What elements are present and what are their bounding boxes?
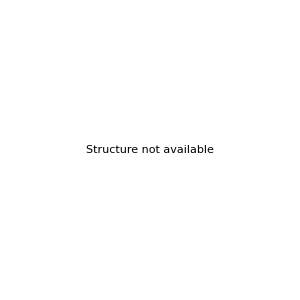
Text: Structure not available: Structure not available [86, 145, 214, 155]
